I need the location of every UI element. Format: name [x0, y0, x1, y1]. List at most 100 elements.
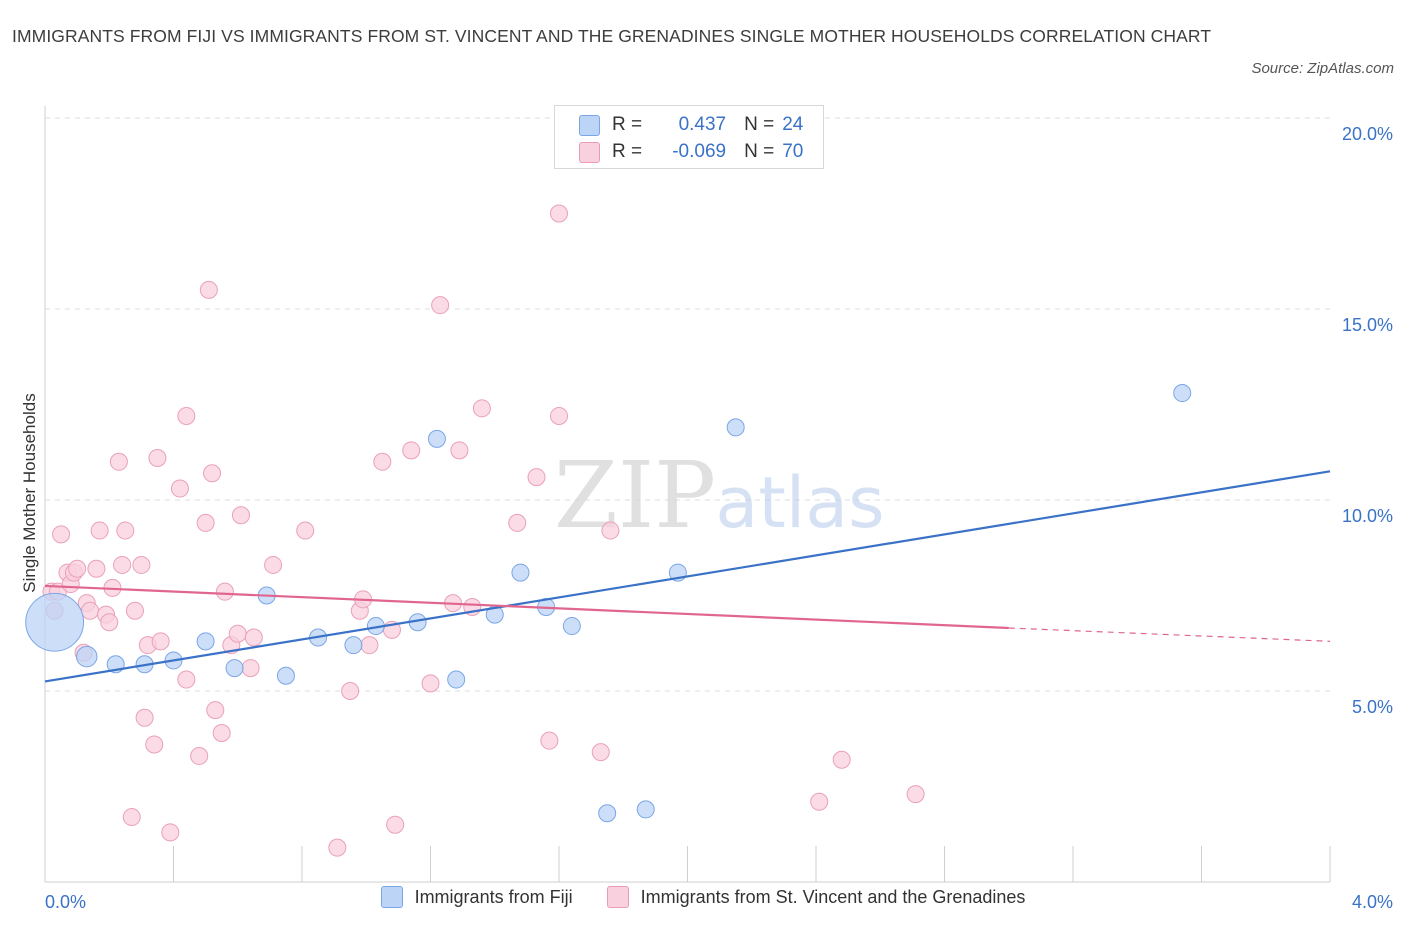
legend-stvincent-label: Immigrants from St. Vincent and the Gren…	[640, 886, 1026, 907]
data-point-stvincent	[177, 406, 196, 425]
fiji-n-value: 24	[782, 114, 804, 135]
data-point-fiji	[225, 659, 244, 678]
data-point-stvincent	[832, 750, 851, 769]
watermark-zip: ZIP	[554, 442, 716, 549]
data-point-stvincent	[241, 659, 260, 678]
legend-item-fiji[interactable]: Immigrants from Fiji	[380, 886, 573, 908]
y-axis-label: Single Mother Households	[20, 393, 39, 592]
data-point-stvincent	[296, 521, 315, 540]
data-point-fiji	[344, 636, 363, 655]
data-point-stvincent	[527, 468, 546, 487]
data-point-fiji	[726, 418, 745, 437]
data-point-stvincent	[373, 452, 392, 471]
data-point-stvincent	[591, 743, 610, 762]
data-point-stvincent	[360, 636, 379, 655]
data-point-stvincent	[87, 559, 106, 578]
data-point-stvincent	[601, 521, 620, 540]
fiji-r-label: R =	[612, 114, 643, 135]
x-tick-label: 4.0%	[1352, 892, 1393, 912]
data-point-stvincent	[132, 555, 151, 574]
data-point-stvincent	[231, 506, 250, 525]
data-point-stvincent	[135, 708, 154, 727]
data-point-stvincent	[203, 464, 222, 483]
data-point-stvincent	[421, 674, 440, 693]
data-point-stvincent	[212, 724, 231, 743]
data-point-stvincent	[170, 479, 189, 498]
fiji-r-value: 0.437	[678, 114, 727, 135]
data-point-stvincent	[68, 559, 87, 578]
data-point-stvincent	[328, 838, 347, 857]
data-point-stvincent	[177, 670, 196, 689]
data-point-stvincent	[228, 624, 247, 643]
data-point-fiji	[636, 800, 655, 819]
trend-lines	[44, 470, 1331, 683]
stvincent-r-value: -0.069	[672, 141, 727, 162]
data-point-stvincent	[148, 448, 167, 467]
data-point-fiji	[447, 670, 466, 689]
data-point-stvincent	[244, 628, 263, 647]
stvincent-swatch	[579, 141, 600, 163]
data-point-stvincent	[90, 521, 109, 540]
stats-box: R = 0.437 N = 24 R = -0.069 N = 70	[554, 105, 824, 169]
data-point-stvincent	[161, 823, 180, 842]
data-point-fiji	[25, 592, 85, 652]
data-point-stvincent	[125, 601, 144, 620]
data-point-stvincent	[431, 296, 450, 315]
legend-fiji-label: Immigrants from Fiji	[414, 886, 573, 907]
data-point-stvincent	[206, 701, 225, 720]
legend-stvincent-swatch	[606, 886, 629, 908]
data-point-stvincent	[264, 555, 283, 574]
y-tick-label: 10.0%	[1342, 506, 1393, 526]
y-tick-label: 15.0%	[1342, 315, 1393, 335]
axes	[44, 106, 1331, 883]
data-point-stvincent	[52, 525, 71, 544]
data-point-stvincent	[151, 632, 170, 651]
data-point-stvincent	[550, 204, 568, 223]
legend-item-stvincent[interactable]: Immigrants from St. Vincent and the Gren…	[606, 886, 1026, 908]
data-point-stvincent	[196, 513, 215, 532]
data-point-stvincent	[386, 815, 405, 834]
legend: Immigrants from Fiji Immigrants from St.…	[0, 886, 1406, 908]
x-tick-label: 0.0%	[45, 892, 86, 912]
data-point-fiji	[76, 645, 98, 668]
legend-fiji-swatch	[380, 886, 403, 908]
fiji-swatch	[579, 114, 600, 136]
data-point-fiji	[1173, 384, 1192, 403]
data-point-stvincent	[190, 746, 209, 765]
chart-title: IMMIGRANTS FROM FIJI VS IMMIGRANTS FROM …	[12, 26, 1212, 46]
fiji-n-label: N =	[744, 114, 775, 135]
data-point-fiji	[511, 563, 530, 582]
y-tick-label: 20.0%	[1342, 124, 1393, 144]
data-point-fiji	[562, 617, 581, 636]
stvincent-r-label: R =	[612, 141, 643, 162]
data-point-stvincent	[199, 280, 218, 299]
data-point-stvincent	[113, 555, 132, 574]
series-stvincent-points	[42, 204, 925, 857]
data-point-fiji	[598, 804, 617, 823]
tick-labels: 5.0% 10.0% 15.0% 20.0% 0.0% 4.0%	[45, 124, 1393, 912]
data-point-stvincent	[145, 735, 164, 754]
series-fiji-points	[25, 384, 1192, 823]
data-point-stvincent	[80, 601, 99, 620]
grid-lines	[45, 117, 1330, 692]
trend-line-fiji	[44, 470, 1331, 683]
y-tick-label: 5.0%	[1352, 697, 1393, 717]
data-point-stvincent	[906, 785, 925, 804]
data-point-stvincent	[341, 682, 360, 700]
data-point-fiji	[196, 632, 215, 651]
watermark: ZIP atlas	[554, 442, 885, 549]
data-point-stvincent	[508, 513, 527, 532]
data-point-stvincent	[550, 406, 568, 425]
data-point-stvincent	[402, 441, 421, 460]
data-point-stvincent	[116, 521, 135, 540]
data-point-stvincent	[540, 731, 559, 750]
source-label: Source: ZipAtlas.com	[1251, 60, 1394, 77]
data-point-stvincent	[810, 792, 829, 811]
data-point-fiji	[427, 429, 446, 448]
stvincent-n-label: N =	[744, 141, 775, 162]
data-point-fiji	[276, 666, 295, 685]
trend-line-stvincent	[44, 584, 1009, 630]
data-point-stvincent	[122, 808, 141, 827]
stats-row-fiji: R = 0.437 N = 24	[579, 111, 803, 139]
